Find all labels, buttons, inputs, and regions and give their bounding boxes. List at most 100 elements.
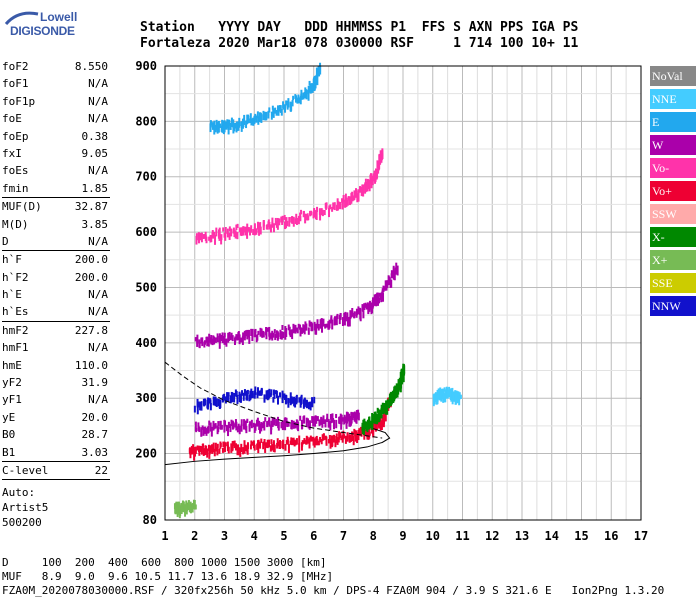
echo-mark	[352, 435, 355, 446]
echo-mark	[217, 421, 220, 427]
echo-mark	[386, 280, 389, 289]
echo-mark	[317, 66, 320, 74]
logo-line2: DIGISONDE	[10, 24, 75, 38]
echo-mark	[382, 292, 385, 302]
echo-mark	[301, 440, 304, 445]
param-value: 1.85	[81, 181, 109, 195]
echo-mark	[286, 420, 289, 428]
echo-mark	[351, 307, 354, 317]
echo-mark	[375, 421, 378, 430]
echo-mark	[307, 327, 310, 335]
footer: D 100 200 400 600 800 1000 1500 3000 [km…	[2, 556, 664, 598]
echo-mark	[263, 394, 266, 401]
param-row: M(D) 3.85	[2, 216, 108, 233]
echo-mark	[314, 79, 317, 89]
echo-mark	[243, 424, 246, 430]
echo-mark	[385, 400, 388, 408]
echo-mark	[184, 505, 187, 512]
echo-mark	[267, 110, 270, 116]
echo-mark	[346, 199, 349, 206]
echo-mark	[249, 118, 252, 124]
echo-mark	[449, 390, 452, 398]
echo-mark	[254, 386, 257, 395]
echo-mark	[273, 444, 276, 453]
chart-axes: 1 2 3 4 5 6 7 8 9 10 11 12 13 14 15 16 17802003004005006…	[135, 59, 648, 543]
echo-mark	[262, 441, 265, 450]
echo-mark	[227, 421, 230, 429]
echo-mark	[195, 233, 198, 241]
echo-mark	[281, 215, 284, 223]
echo-mark	[321, 418, 324, 428]
echo-mark	[214, 234, 217, 245]
echo-trace	[193, 386, 316, 415]
echo-mark	[303, 92, 306, 99]
echo-mark	[266, 421, 269, 428]
param-value: N/A	[88, 393, 108, 407]
echo-mark	[259, 423, 262, 434]
echo-mark	[305, 323, 308, 331]
param-name: foE	[2, 112, 22, 126]
echo-mark	[220, 334, 223, 342]
echo-mark	[213, 424, 216, 430]
echo-mark	[291, 437, 294, 446]
echo-mark	[353, 195, 356, 201]
echo-mark	[246, 229, 249, 239]
echo-mark	[295, 217, 298, 226]
echo-mark	[333, 419, 336, 430]
echo-mark	[236, 334, 239, 341]
echo-mark	[274, 333, 277, 341]
echo-mark	[198, 341, 201, 349]
polarization-legend: NoVal NNE E W Vo- Vo+ SSW X- X+ SSE NNW	[650, 66, 696, 319]
echo-mark	[390, 392, 393, 397]
echo-mark	[211, 338, 214, 346]
echo-mark	[217, 125, 220, 133]
echo-mark	[218, 233, 221, 241]
echo-mark	[344, 416, 347, 422]
param-row: h`F 200.0	[2, 251, 108, 268]
echo-mark	[239, 447, 242, 457]
echo-mark	[316, 319, 319, 329]
echo-mark	[330, 315, 333, 324]
echo-mark	[268, 326, 271, 337]
echo-mark	[236, 394, 239, 405]
echo-mark	[194, 337, 197, 342]
param-name: h`F2	[2, 270, 29, 284]
echo-mark	[240, 443, 243, 453]
echo-mark	[243, 334, 246, 341]
echo-traces	[173, 62, 462, 519]
echo-mark	[272, 440, 275, 447]
echo-mark	[265, 327, 268, 336]
echo-mark	[344, 435, 347, 444]
echo-mark	[316, 72, 319, 78]
param-name: B0	[2, 428, 16, 442]
echo-mark	[283, 393, 286, 399]
echo-mark	[355, 308, 358, 316]
x-tick-label: 17	[634, 529, 648, 543]
echo-mark	[228, 226, 231, 232]
echo-mark	[445, 386, 448, 392]
y-tick-label: 800	[135, 114, 157, 128]
param-row: D N/A	[2, 233, 108, 250]
echo-mark	[210, 335, 213, 345]
echo-mark	[224, 396, 227, 404]
echo-mark	[281, 219, 284, 225]
echo-mark	[296, 98, 299, 104]
x-tick-label: 2	[191, 529, 198, 543]
echo-mark	[362, 310, 365, 319]
echo-mark	[337, 437, 340, 443]
echo-mark	[284, 417, 287, 427]
echo-mark	[212, 442, 215, 453]
echo-mark	[270, 420, 273, 430]
y-tick-label: 900	[135, 59, 157, 73]
echo-mark	[340, 414, 343, 425]
param-name: fxI	[2, 146, 22, 160]
x-tick-label: 4	[251, 529, 258, 543]
echo-mark	[202, 443, 205, 448]
echo-mark	[327, 207, 330, 218]
param-row: MUF(D) 32.87	[2, 198, 108, 215]
echo-mark	[176, 507, 179, 517]
echo-mark	[201, 337, 204, 347]
echo-mark	[347, 317, 350, 327]
echo-mark	[325, 202, 328, 209]
echo-mark	[218, 227, 221, 236]
